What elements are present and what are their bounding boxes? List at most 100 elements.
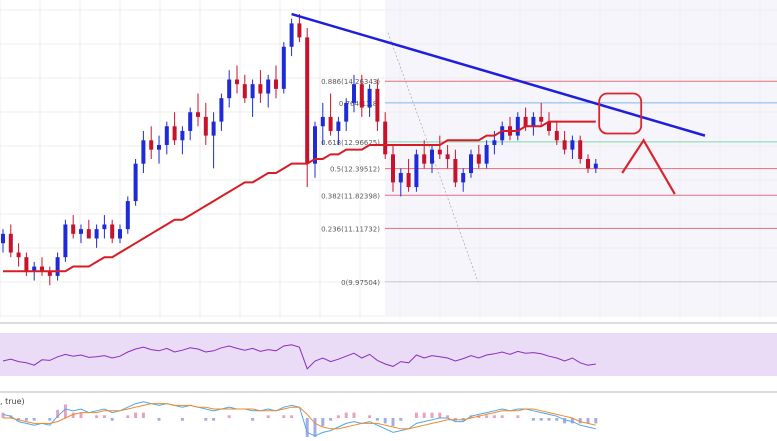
candle-body bbox=[180, 130, 185, 141]
candle-body bbox=[55, 257, 60, 276]
candle-body bbox=[453, 159, 458, 183]
candle-body bbox=[289, 23, 294, 47]
candle-body bbox=[274, 79, 278, 89]
candle-body bbox=[352, 84, 356, 103]
candle-body bbox=[586, 159, 590, 169]
candle-body bbox=[515, 116, 520, 136]
candle-body bbox=[328, 116, 333, 131]
fib-level-label: 0.764(13.8) bbox=[339, 100, 380, 108]
candle-body bbox=[125, 201, 130, 230]
candle-body bbox=[469, 154, 473, 174]
candle-body bbox=[398, 173, 403, 183]
candle-body bbox=[32, 266, 37, 272]
candle-body bbox=[492, 140, 497, 145]
candle-body bbox=[211, 121, 216, 136]
candle-body bbox=[149, 140, 154, 150]
candle-body bbox=[203, 116, 208, 136]
candle-body bbox=[1, 233, 5, 244]
candle-body bbox=[570, 140, 575, 150]
candle-body bbox=[336, 121, 341, 131]
candle-body bbox=[250, 84, 255, 99]
candle-body bbox=[157, 144, 161, 150]
candle-body bbox=[554, 130, 559, 141]
candle-body bbox=[593, 163, 598, 169]
candlestick-series bbox=[1, 14, 598, 286]
candle-body bbox=[406, 173, 411, 188]
candle-body bbox=[164, 126, 169, 145]
fib-level-label: 0.886(14.26343) bbox=[321, 78, 380, 86]
candle-body bbox=[242, 84, 247, 99]
resistance-trendline bbox=[291, 12, 706, 137]
rsi-band bbox=[0, 333, 777, 376]
macd-label: , true) bbox=[0, 397, 25, 406]
candle-body bbox=[102, 224, 107, 230]
candle-body bbox=[8, 233, 13, 253]
candle-body bbox=[531, 116, 536, 127]
candle-body bbox=[141, 140, 146, 164]
highlight-box bbox=[598, 92, 643, 135]
candle-body bbox=[344, 102, 349, 122]
candle-body bbox=[461, 173, 466, 183]
candle-body bbox=[437, 149, 442, 155]
candle-body bbox=[281, 46, 286, 89]
candle-body bbox=[523, 116, 528, 127]
annotation-layer bbox=[598, 92, 676, 195]
candle-body bbox=[383, 121, 388, 155]
fib-level-label: 0.236(11.11732) bbox=[321, 225, 380, 233]
candle-body bbox=[297, 23, 302, 38]
candle-body bbox=[172, 126, 177, 141]
candle-body bbox=[79, 229, 83, 234]
candle-body bbox=[367, 88, 372, 108]
moving-average-layer bbox=[3, 120, 596, 273]
candle-body bbox=[539, 116, 544, 122]
fib-level-label: 0.5(12.39512) bbox=[330, 166, 380, 174]
candle-body bbox=[476, 154, 481, 164]
candle-body bbox=[430, 149, 434, 164]
rsi-line bbox=[2, 344, 596, 370]
candle-body bbox=[266, 79, 271, 94]
candle-body bbox=[375, 88, 380, 122]
candle-body bbox=[258, 84, 263, 94]
candle-body bbox=[133, 163, 138, 202]
candle-body bbox=[219, 98, 224, 122]
candle-body bbox=[196, 112, 200, 117]
candle-body bbox=[305, 37, 310, 164]
projection-arrow bbox=[621, 138, 676, 195]
candle-body bbox=[500, 126, 505, 141]
rsi-indicator bbox=[2, 344, 596, 370]
candle-body bbox=[422, 154, 427, 164]
candle-body bbox=[484, 144, 489, 164]
candle-body bbox=[16, 252, 21, 258]
candle-body bbox=[445, 154, 450, 159]
candle-body bbox=[71, 224, 76, 234]
candle-body bbox=[313, 126, 317, 164]
candle-body bbox=[227, 79, 232, 99]
trendline-layer bbox=[291, 12, 706, 137]
candle-body bbox=[391, 154, 395, 183]
candle-body bbox=[94, 229, 99, 239]
candle-body bbox=[578, 140, 583, 159]
fib-level-label: 0.618(12.96625) bbox=[321, 139, 380, 147]
candle-body bbox=[562, 140, 567, 150]
fib-level-label: 0.382(11.82398) bbox=[321, 192, 380, 200]
candle-body bbox=[24, 257, 29, 272]
grid-layer bbox=[0, 0, 777, 318]
candle-body bbox=[63, 224, 68, 258]
candle-body bbox=[359, 84, 364, 108]
candle-body bbox=[414, 154, 419, 188]
candle-body bbox=[235, 79, 239, 85]
candle-body bbox=[40, 266, 44, 272]
candle-body bbox=[320, 116, 325, 127]
fib-level-label: 0(9.97504) bbox=[341, 279, 380, 287]
macd-indicator bbox=[1, 401, 598, 441]
macd-signal-line bbox=[3, 403, 596, 430]
moving-average-line bbox=[3, 120, 596, 273]
candle-body bbox=[547, 121, 551, 131]
candle-body bbox=[188, 112, 193, 131]
candle-body bbox=[86, 229, 91, 239]
candle-body bbox=[47, 271, 52, 276]
candle-body bbox=[118, 229, 122, 239]
candle-body bbox=[110, 224, 115, 239]
